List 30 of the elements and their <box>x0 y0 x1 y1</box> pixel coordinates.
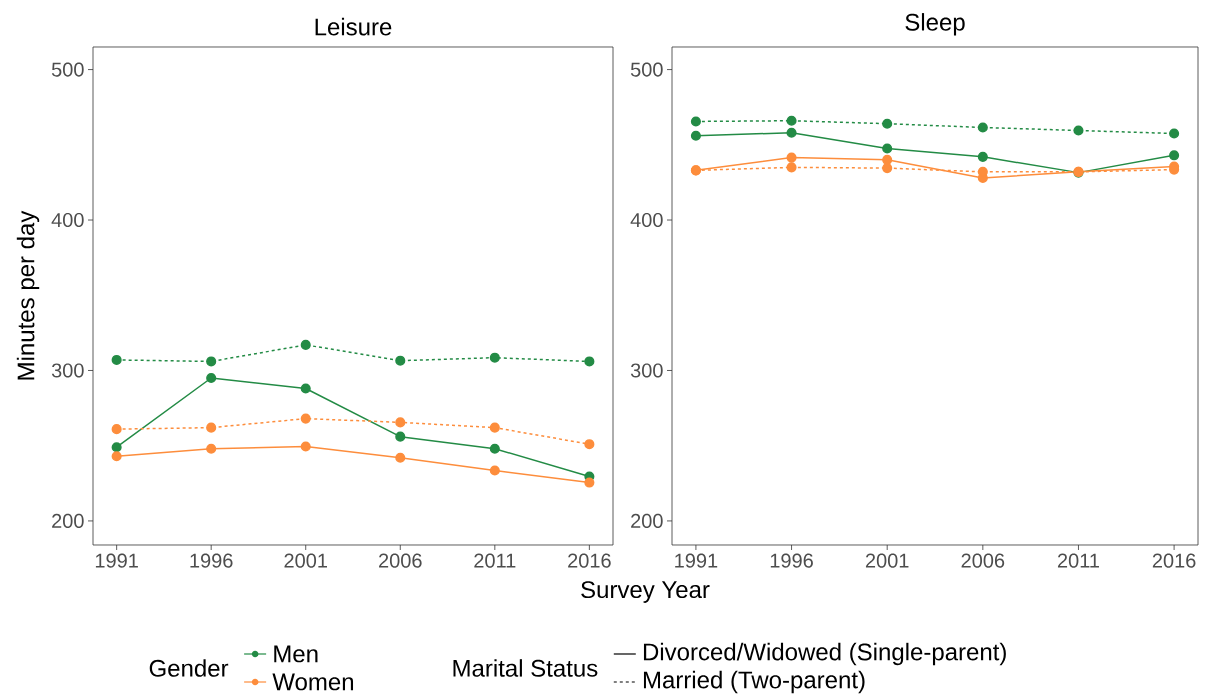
text: Men <box>274 645 318 663</box>
y-tick-label: 200 <box>52 513 84 528</box>
y-tick-label: 200 <box>631 513 663 528</box>
text: Divorced/Widowed (Single-parent) <box>643 642 1006 666</box>
y-tick-label: 500 <box>630 62 663 77</box>
x-tick-label: 2016 <box>1152 553 1196 568</box>
x-tick-label: 1991 <box>95 553 138 568</box>
x-tick-label: 2016 <box>568 553 611 568</box>
x-tick-label: 2001 <box>865 553 909 568</box>
text: Women <box>272 673 354 691</box>
chart-title: Sleep <box>905 13 965 36</box>
y-tick-label: 400 <box>630 212 663 228</box>
x-tick-label: 2006 <box>961 553 1005 568</box>
x-tick-label: 2006 <box>379 553 422 568</box>
chart-title: Leisure <box>315 17 392 36</box>
x-tick-label: 1996 <box>770 553 813 568</box>
legend-title: Marital Status <box>453 659 598 677</box>
text: Married (Two-parent) <box>643 670 865 694</box>
y-tick-label: 500 <box>51 62 84 77</box>
x-tick-label: 2011 <box>1057 553 1099 568</box>
x-tick-label: 2011 <box>474 553 516 568</box>
x-tick-label: 1991 <box>675 553 718 568</box>
legend-title: Gender <box>149 659 229 677</box>
y-tick-label: 300 <box>51 363 84 378</box>
x-tick-label: 1996 <box>190 553 233 568</box>
y-tick-label: 400 <box>51 212 84 228</box>
x-tick-label: 2001 <box>284 553 327 568</box>
y-axis-title: Minutes per day <box>16 210 40 380</box>
x-axis-title: Survey Year <box>581 581 710 603</box>
y-tick-label: 300 <box>630 363 663 378</box>
